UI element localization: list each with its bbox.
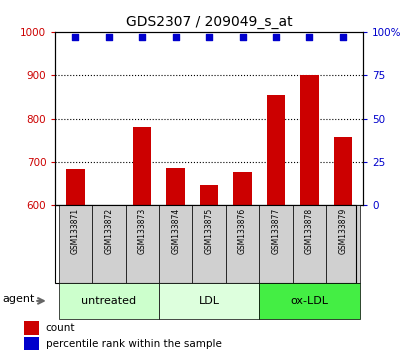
Point [172,34,178,40]
Bar [333,137,351,205]
Point [205,34,212,40]
Text: GSM133872: GSM133872 [104,208,113,254]
Bar [299,75,318,205]
Point [306,34,312,40]
Bar [233,172,251,205]
Text: untreated: untreated [81,296,136,306]
Text: GSM133879: GSM133879 [337,208,346,254]
Bar [200,184,218,205]
Point [72,34,79,40]
Bar [292,205,325,283]
Point [339,34,345,40]
Text: GSM133878: GSM133878 [304,208,313,254]
Bar [58,205,92,283]
Text: GSM133875: GSM133875 [204,208,213,254]
Text: GSM133874: GSM133874 [171,208,180,254]
Bar [192,205,225,283]
Bar [92,205,125,283]
Text: percentile rank within the sample: percentile rank within the sample [45,339,221,349]
Bar [325,205,359,283]
Point [239,34,245,40]
Bar [24,321,39,335]
Point [105,34,112,40]
Text: GSM133876: GSM133876 [238,208,246,254]
Bar [225,205,258,283]
Title: GDS2307 / 209049_s_at: GDS2307 / 209049_s_at [126,16,292,29]
Bar [58,283,159,319]
Text: GSM133871: GSM133871 [71,208,80,254]
Text: ox-LDL: ox-LDL [290,296,328,306]
Text: GSM133877: GSM133877 [271,208,280,254]
Bar [166,167,184,205]
Text: LDL: LDL [198,296,219,306]
Bar [24,337,39,350]
Bar [125,205,159,283]
Bar [66,169,84,205]
Bar [266,95,284,205]
Text: GSM133873: GSM133873 [137,208,146,254]
Bar [159,205,192,283]
Text: agent: agent [3,294,35,304]
Bar [133,127,151,205]
Text: count: count [45,323,75,333]
Bar [159,283,258,319]
Point [139,34,145,40]
Point [272,34,279,40]
Bar [258,283,359,319]
Bar [258,205,292,283]
